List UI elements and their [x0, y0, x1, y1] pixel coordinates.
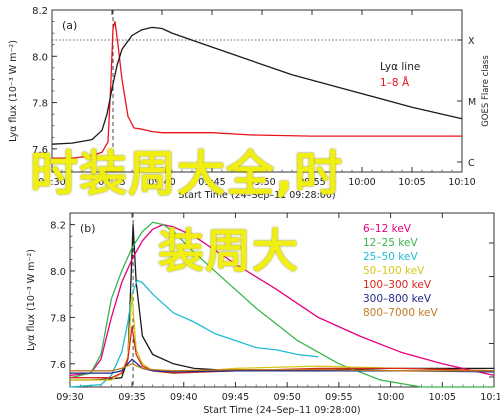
plot-frame	[69, 212, 495, 388]
legend-item: 100–300 keV	[363, 279, 432, 291]
x-tick-label: 09:40	[170, 392, 197, 403]
series-100-300-kev	[70, 326, 495, 379]
right-tick-label: X	[468, 36, 475, 47]
legend-item: 25–50 keV	[363, 251, 418, 263]
y-axis-label: Lyα flux (10⁻³ W m⁻²)	[8, 40, 19, 142]
series-12-25-kev	[69, 221, 494, 388]
x-tick-label: 09:35	[98, 177, 125, 188]
x-tick-label: 09:45	[198, 177, 225, 188]
x-axis-label: Start Time (24–Sep–11 09:28:00)	[178, 190, 335, 201]
watermark-line-2: 装周大	[158, 224, 299, 278]
panel-label: (b)	[80, 222, 96, 235]
legend-item: 800–7000 keV	[363, 307, 439, 319]
series-800-7000-kev	[70, 363, 494, 372]
legend-item: 50–100 keV	[363, 265, 425, 277]
x-tick-label: 09:50	[248, 177, 275, 188]
legend-item: 6–12 keV	[363, 223, 412, 235]
x-tick-label: 09:35	[118, 392, 145, 403]
x-tick-label: 10:10	[448, 177, 475, 188]
x-tick-label: 09:50	[273, 392, 300, 403]
legend-item: 1–8 Å	[380, 76, 410, 89]
series-ly-black	[70, 223, 494, 381]
x-tick-label: 10:00	[377, 392, 404, 403]
series-1-8	[51, 26, 463, 145]
legend-item: 12–25 keV	[363, 237, 418, 249]
y-tick-label: 8.2	[32, 6, 48, 17]
x-tick-label: 10:00	[348, 177, 375, 188]
legend-item: Lyα line	[380, 61, 420, 73]
x-tick-label: 10:05	[429, 392, 456, 403]
y-axis-label: Lyα flux (10⁻³ W m⁻²)	[26, 249, 37, 351]
right-axis-label: GOES Flare class	[481, 55, 491, 127]
y-tick-label: 8.0	[50, 267, 66, 278]
y-tick-label: 7.8	[50, 313, 66, 324]
x-tick-label: 09:30	[38, 177, 65, 188]
y-tick-label: 8.2	[50, 221, 66, 232]
series-300-800-kev	[70, 358, 495, 374]
series-25-50-kev	[69, 279, 319, 388]
x-axis-label: Start Time (24–Sep–11 09:28:00)	[203, 405, 360, 416]
x-tick-label: 10:05	[398, 177, 425, 188]
x-tick-label: 09:55	[298, 177, 325, 188]
y-tick-label: 7.8	[32, 99, 48, 110]
x-tick-label: 09:30	[56, 392, 83, 403]
watermark-line-1: 时装周大全,时	[30, 146, 344, 202]
panel-a: 7.6 7.8 8.0 8.2 09:30 09:35 09:40 09:45 09:50 09:…	[8, 6, 491, 201]
y-tick-label: 7.6	[32, 145, 48, 156]
x-tick-label: 09:45	[222, 392, 249, 403]
right-tick-label: C	[468, 158, 475, 169]
x-tick-label: 10:10	[480, 392, 500, 403]
right-tick-label: M	[468, 97, 476, 108]
legend-item: 300–800 keV	[363, 293, 432, 305]
y-tick-label: 8.0	[32, 52, 48, 63]
panel-label: (a)	[62, 19, 77, 32]
series-ly-line	[52, 20, 462, 159]
x-tick-label: 09:55	[325, 392, 352, 403]
y-tick-label: 7.6	[50, 360, 66, 371]
panel-b: 7.6 7.8 8.0 8.2 09:30 09:35 09:40 09:45 09:50 09:…	[26, 212, 500, 416]
x-tick-label: 09:40	[148, 177, 175, 188]
series-6-12-kev	[69, 223, 495, 377]
